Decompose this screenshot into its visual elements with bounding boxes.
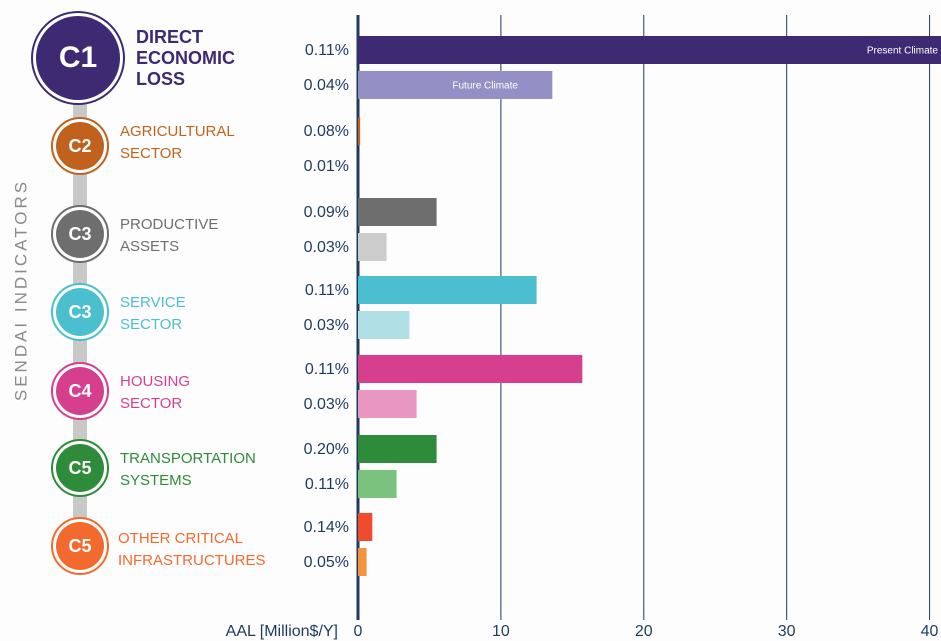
series-name: Future Climate <box>452 81 518 92</box>
bar <box>358 198 437 226</box>
indicator-circle <box>56 367 104 415</box>
bar <box>358 36 941 64</box>
x-tick-label: 40 <box>921 623 939 640</box>
x-tick-label: 0 <box>354 623 363 640</box>
percent-label: 0.11% <box>305 476 349 493</box>
percent-label: 0.03% <box>304 317 349 334</box>
category-label: LOSS <box>136 69 185 89</box>
indicator-circle <box>56 288 104 336</box>
bar <box>358 390 417 418</box>
percent-label: 0.11% <box>305 361 349 378</box>
bar <box>358 71 553 99</box>
indicator-code: C4 <box>68 381 91 401</box>
series-name: Present Climate <box>867 46 939 57</box>
bar <box>358 435 437 463</box>
x-axis-label: AAL [Million$/Y] <box>226 623 338 640</box>
percent-label: 0.09% <box>304 204 349 221</box>
percent-label: 0.08% <box>304 123 349 140</box>
x-tick-label: 30 <box>778 623 796 640</box>
percent-label: 0.01% <box>304 158 349 175</box>
bar <box>358 311 410 339</box>
category-label: SECTOR <box>120 395 182 412</box>
percent-label: 0.20% <box>304 441 349 458</box>
indicator-code: C3 <box>68 224 91 244</box>
percent-label: 0.14% <box>304 519 349 536</box>
percent-label: 0.04% <box>304 77 349 94</box>
category-label: SECTOR <box>120 316 182 333</box>
percent-label: 0.03% <box>304 239 349 256</box>
bar <box>358 470 397 498</box>
bar <box>358 548 367 576</box>
percent-label: 0.03% <box>304 396 349 413</box>
indicator-code: C5 <box>68 458 91 478</box>
category-label: SYSTEMS <box>120 472 192 489</box>
category-label: AGRICULTURAL <box>120 123 235 140</box>
category-label: SECTOR <box>120 145 182 162</box>
indicator-code: C2 <box>68 136 91 156</box>
category-label: PRODUCTIVE <box>120 216 218 233</box>
category-label: DIRECT <box>136 27 203 47</box>
x-tick-label: 10 <box>492 623 510 640</box>
indicator-circle <box>36 16 120 100</box>
category-label: OTHER CRITICAL <box>118 530 243 547</box>
bar <box>358 233 387 261</box>
bar <box>358 117 361 145</box>
percent-label: 0.05% <box>304 554 349 571</box>
indicator-circle <box>56 210 104 258</box>
bar <box>358 276 537 304</box>
x-tick-label: 20 <box>635 623 653 640</box>
category-label: ASSETS <box>120 238 179 255</box>
side-title: SENDAI INDICATORS <box>11 179 30 401</box>
percent-label: 0.11% <box>305 282 349 299</box>
indicator-code: C1 <box>59 41 97 74</box>
bar <box>358 355 583 383</box>
bar <box>358 513 373 541</box>
category-label: INFRASTRUCTURES <box>118 552 266 569</box>
category-label: SERVICE <box>120 294 186 311</box>
percent-label: 0.11% <box>305 42 349 59</box>
category-label: TRANSPORTATION <box>120 450 256 467</box>
indicator-circle <box>56 522 104 570</box>
indicator-circle <box>56 444 104 492</box>
indicator-circle <box>56 122 104 170</box>
category-label: HOUSING <box>120 373 190 390</box>
indicator-code: C5 <box>68 536 91 556</box>
indicator-code: C3 <box>68 302 91 322</box>
category-label: ECONOMIC <box>136 48 235 68</box>
